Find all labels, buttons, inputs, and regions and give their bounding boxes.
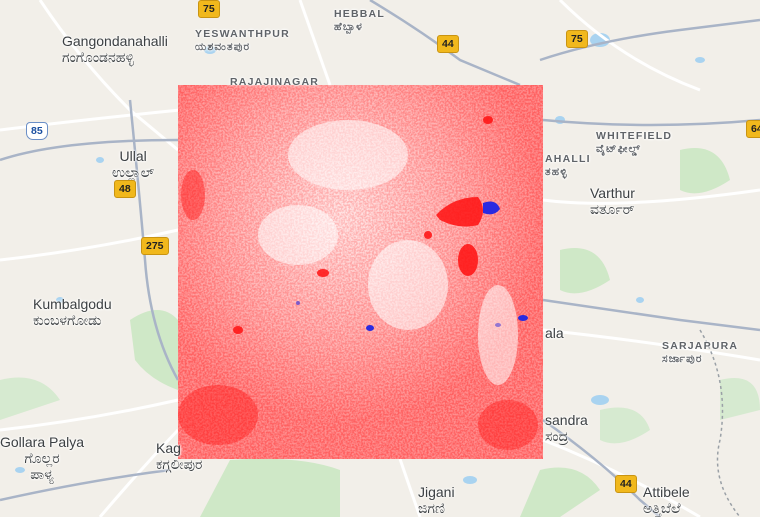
lake: [636, 297, 644, 303]
place-varthur: Varthur ವರ್ತೂರ್: [590, 185, 635, 217]
change-hotspot: [478, 400, 538, 450]
highway-shield-75: 75: [198, 0, 220, 18]
park-area: [0, 377, 60, 420]
change-hotspot: [181, 170, 205, 220]
change-hotspot: [233, 326, 243, 334]
decrease-patch: [483, 201, 500, 215]
lake: [463, 476, 477, 484]
highway-shield-48: 48: [114, 180, 136, 198]
district-name-en: WHITEFIELD: [596, 130, 673, 142]
park-area: [720, 378, 760, 420]
highway-shield-44: 44: [615, 475, 637, 493]
district-name-en: YESWANTHPUR: [195, 28, 290, 40]
place-gollara-palya: Gollara Palya ಗೊಲ್ಲರ ಪಾಳ್ಯ: [0, 434, 84, 482]
place-name-kn: ತಹಳ್ಳಿ: [545, 166, 568, 178]
lake: [56, 297, 64, 303]
decrease-patch: [366, 325, 374, 331]
place-kumbalgodu: Kumbalgodu ಕುಂಬಳಗೋಡು: [33, 296, 112, 328]
decrease-patch: [296, 301, 300, 305]
change-hotspot: [317, 269, 329, 277]
district-yeswanthpur: YESWANTHPUR ಯಶವಂತಪುರ: [195, 28, 290, 54]
change-hotspot: [178, 385, 258, 445]
place-ullal: Ullal ಉಲ್ಲಾಲ್: [112, 148, 154, 180]
district-name-en: RAJAJINAGAR: [230, 76, 320, 88]
place-name-en: Jigani: [418, 484, 455, 500]
park-area: [600, 407, 650, 444]
change-hotspot: [436, 197, 483, 227]
place-name-kn: ಕಗ್ಗಲೀಪುರ: [156, 456, 203, 472]
decrease-patch: [518, 315, 528, 321]
place-name-en: Ullal: [119, 148, 147, 164]
place-jigani: Jigani ಜಿಗಣಿ: [418, 484, 455, 516]
place-name-en: sandra: [545, 412, 588, 428]
change-hotspot: [424, 231, 432, 239]
lake: [15, 467, 25, 473]
place-sandra: sandra ಸಂದ್ರ: [545, 412, 588, 444]
place-name-en: Gangondanahalli: [62, 33, 168, 49]
place-name-en: AHALLI: [545, 153, 591, 165]
lake: [204, 46, 216, 54]
place-name-kn: ಅತ್ತಿಬೆಲೆ: [643, 500, 681, 516]
place-name-kn: ಜಿಗಣಿ: [418, 500, 445, 516]
district-name-en: HEBBAL: [334, 8, 385, 20]
district-name-en: SARJAPURA: [662, 340, 739, 352]
highway-shield-275: 275: [141, 237, 169, 255]
place-name-kn: ಗೊಲ್ಲರ: [24, 450, 60, 466]
district-name-kn: ಯಶವಂತಪುರ: [195, 41, 251, 53]
highway-shield-85: 85: [26, 122, 48, 140]
change-raster-overlay: [178, 85, 543, 459]
park-area: [200, 458, 340, 517]
place-name-kn: ಉಲ್ಲಾಲ್: [112, 164, 155, 180]
lake: [695, 57, 705, 63]
change-hotspot: [483, 116, 493, 124]
district-sarjapura: SARJAPURA ಸರ್ಜಾಪುರ: [662, 340, 738, 366]
highway-shield-64: 64: [746, 120, 760, 138]
district-hebbal: HEBBAL ಹೆಬ್ಬಾಳ: [334, 8, 385, 34]
park-area: [520, 467, 600, 517]
decrease-patch: [495, 323, 501, 327]
place-name-en: Attibele: [643, 484, 690, 500]
place-attibele: Attibele ಅತ್ತಿಬೆಲೆ: [643, 484, 690, 516]
place-kaggalipura: Kag ಕಗ್ಗಲೀಪುರ: [156, 440, 202, 472]
change-hotspot: [458, 244, 478, 276]
park-area: [560, 248, 610, 294]
lake: [96, 157, 104, 163]
park-area: [680, 148, 730, 194]
place-name-en: Kumbalgodu: [33, 296, 112, 312]
place-name-kn: ಪಾಳ್ಯ: [30, 466, 54, 482]
park-area: [130, 310, 178, 390]
place-name-en: Gollara Palya: [0, 434, 85, 450]
lake: [591, 395, 609, 405]
district-name-kn: ಹೆಬ್ಬಾಳ: [334, 21, 364, 33]
district-rajajinagar: RAJAJINAGAR: [230, 76, 319, 89]
place-name-en: ala: [545, 325, 564, 341]
highway-shield-44: 44: [437, 35, 459, 53]
place-name-kn: ಗಂಗೊಂಡನಹಳ್ಳಿ: [62, 49, 134, 65]
highway-shield-75: 75: [566, 30, 588, 48]
place-gangondanahalli: Gangondanahalli ಗಂಗೊಂಡನಹಳ್ಳಿ: [62, 33, 168, 65]
place-name-en: Kag: [156, 440, 181, 456]
place-name-kn: ಸಂದ್ರ: [545, 428, 569, 444]
place-name-en: Varthur: [590, 185, 635, 201]
place-hsr-edge: ala: [545, 325, 564, 341]
district-name-kn: ಸರ್ಜಾಪುರ: [662, 353, 703, 365]
district-whitefield: WHITEFIELD ವೈಟ್‌ಫೀಲ್ಡ್: [596, 130, 672, 156]
place-name-kn: ವರ್ತೂರ್: [590, 201, 635, 217]
place-name-kn: ಕುಂಬಳಗೋಡು: [33, 312, 102, 328]
district-name-kn: ವೈಟ್‌ಫೀಲ್ಡ್: [596, 143, 642, 155]
place-mahalli: AHALLI ತಹಳ್ಳಿ: [545, 153, 591, 179]
